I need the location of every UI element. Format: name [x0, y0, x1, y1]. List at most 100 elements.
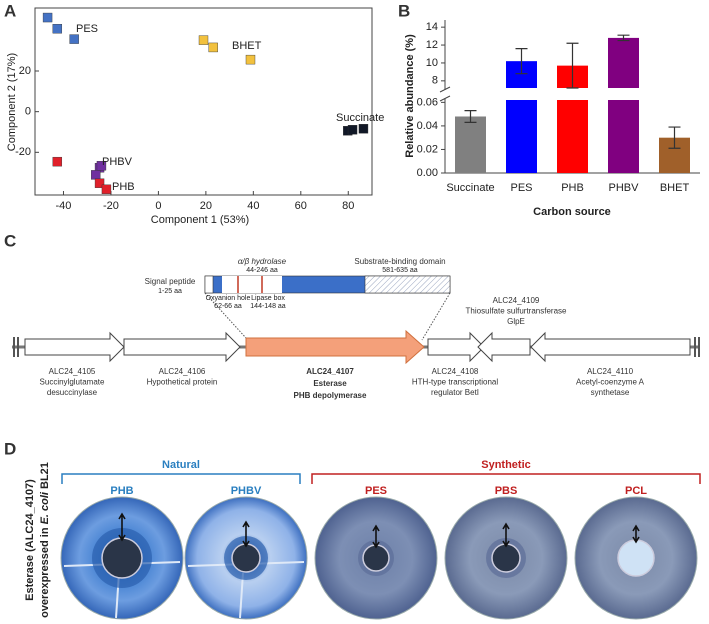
gene-label: Hypothetical protein [147, 378, 218, 387]
group-label: Synthetic [481, 459, 531, 471]
scatter-point [347, 125, 358, 135]
x-tick-label: -20 [103, 200, 119, 212]
scatter-point [198, 35, 209, 45]
plate [574, 496, 698, 620]
substrate-binding-region [364, 275, 451, 294]
side-label-part: BL21 [39, 462, 51, 489]
domain-range: 62-66 aa [214, 303, 242, 310]
domain-range: 581-635 aa [382, 267, 418, 274]
gene-label: PHB depolymerase [294, 391, 367, 400]
agar-crack [239, 572, 244, 619]
plate-label: PES [365, 485, 387, 497]
point-group-label: PHB [112, 181, 135, 193]
x-tick-label: PHB [561, 182, 584, 194]
gene-arrow-target [245, 329, 425, 365]
bar-panel: Carbon source Relative abundance (%) [404, 34, 611, 218]
gene-id: ALC24_4110 [587, 367, 634, 376]
bar-lower [557, 100, 588, 173]
y-tick-label: 0.04 [417, 120, 438, 132]
panel-letter: C [4, 231, 16, 250]
y-axis-title: Relative abundance (%) [404, 34, 416, 158]
plate [60, 496, 184, 620]
hydrolase-gap [222, 276, 282, 293]
x-tick-label: 60 [295, 200, 307, 212]
gene-label: desuccinylase [47, 388, 98, 397]
domain-label: Signal peptide [145, 277, 196, 286]
plate [184, 496, 308, 620]
zone-arrow [502, 522, 510, 548]
x-tick-label: BHET [660, 182, 690, 194]
side-label: overexpressed in E. coli BL21 [39, 462, 51, 618]
x-tick-label: 40 [247, 200, 259, 212]
gene-arrow [530, 331, 691, 363]
well [231, 543, 261, 573]
plate-label: PHB [110, 485, 133, 497]
gene-id: ALC24_4106 [159, 367, 206, 376]
gene-arrow [477, 331, 531, 363]
scatter-point [52, 24, 63, 34]
bar-upper [608, 37, 639, 88]
y-tick-label: 8 [432, 75, 438, 87]
plate [444, 496, 568, 620]
scatter-point [245, 54, 256, 65]
well [491, 543, 521, 573]
side-label-part: overexpressed in [39, 527, 51, 618]
gene-label: synthetase [591, 388, 630, 397]
error-bar [515, 48, 528, 75]
plate [314, 496, 438, 620]
point-group-label: Succinate [336, 112, 384, 124]
point-group-label: PES [76, 23, 98, 35]
y-tick-label: 10 [426, 57, 438, 69]
zone-arrow [118, 512, 126, 542]
gene-label: regulator BetI [431, 388, 479, 397]
gene-id: ALC24_4105 [49, 367, 96, 376]
gene-arrow [427, 331, 485, 363]
scatter-point [96, 161, 107, 171]
side-label-part: E. coli [39, 491, 51, 524]
x-tick-label: 80 [342, 200, 354, 212]
y-axis-title: Component 2 (17%) [6, 53, 18, 151]
y-tick-label: -20 [15, 146, 31, 158]
y-tick-label: 0.06 [417, 96, 438, 108]
y-tick-label: 0.00 [417, 167, 438, 179]
domain-label: Oxyanion hole [206, 295, 251, 302]
domain-label: α/β hydrolase [238, 257, 287, 266]
y-tick-label: 14 [426, 21, 438, 33]
point-group-label: PHBV [102, 156, 133, 168]
y-tick-label: 20 [19, 65, 31, 77]
plate-label: PBS [495, 485, 518, 497]
x-tick-label: Succinate [446, 182, 494, 194]
zone-arrow [372, 524, 380, 549]
y-tick-label: 0.02 [417, 143, 438, 155]
x-tick-label: -40 [56, 200, 72, 212]
side-label: Esterase (ALC24_4107) [24, 479, 36, 601]
plate-assay: Esterase (ALC24_4107) overexpressed in E.… [24, 459, 701, 618]
signal-peptide-region [204, 275, 214, 294]
gene-label: Esterase [313, 379, 347, 388]
x-tick-label: 0 [155, 200, 161, 212]
zone-arrow [632, 524, 640, 544]
gene-label: Thiosulfate sulfurtransferase [466, 307, 567, 316]
scatter-point [69, 34, 79, 44]
plot-frame [34, 7, 373, 196]
error-bar [617, 34, 630, 42]
scatter-point [94, 178, 105, 188]
gene-map: Signal peptide 1-25 aa α/β hydrolase 44-… [12, 257, 700, 365]
gene-arrow [123, 331, 241, 363]
gene-id: ALC24_4109 [493, 296, 540, 305]
axis-break [439, 95, 451, 102]
y-tick-label: 0 [25, 106, 31, 118]
scatter-point [358, 124, 369, 134]
error-bar [566, 42, 579, 89]
gene-label: Succinylglutamate [40, 378, 105, 387]
panel-letter: B [398, 1, 410, 20]
scatter-point [42, 12, 53, 23]
point-group-label: BHET [232, 40, 262, 52]
error-bar [668, 126, 681, 149]
plate-label: PHBV [231, 485, 262, 497]
scatter-point [52, 156, 63, 167]
gene-id: ALC24_4107 [306, 367, 354, 376]
plate-label: PCL [625, 485, 647, 497]
x-axis-title: Carbon source [533, 206, 611, 218]
